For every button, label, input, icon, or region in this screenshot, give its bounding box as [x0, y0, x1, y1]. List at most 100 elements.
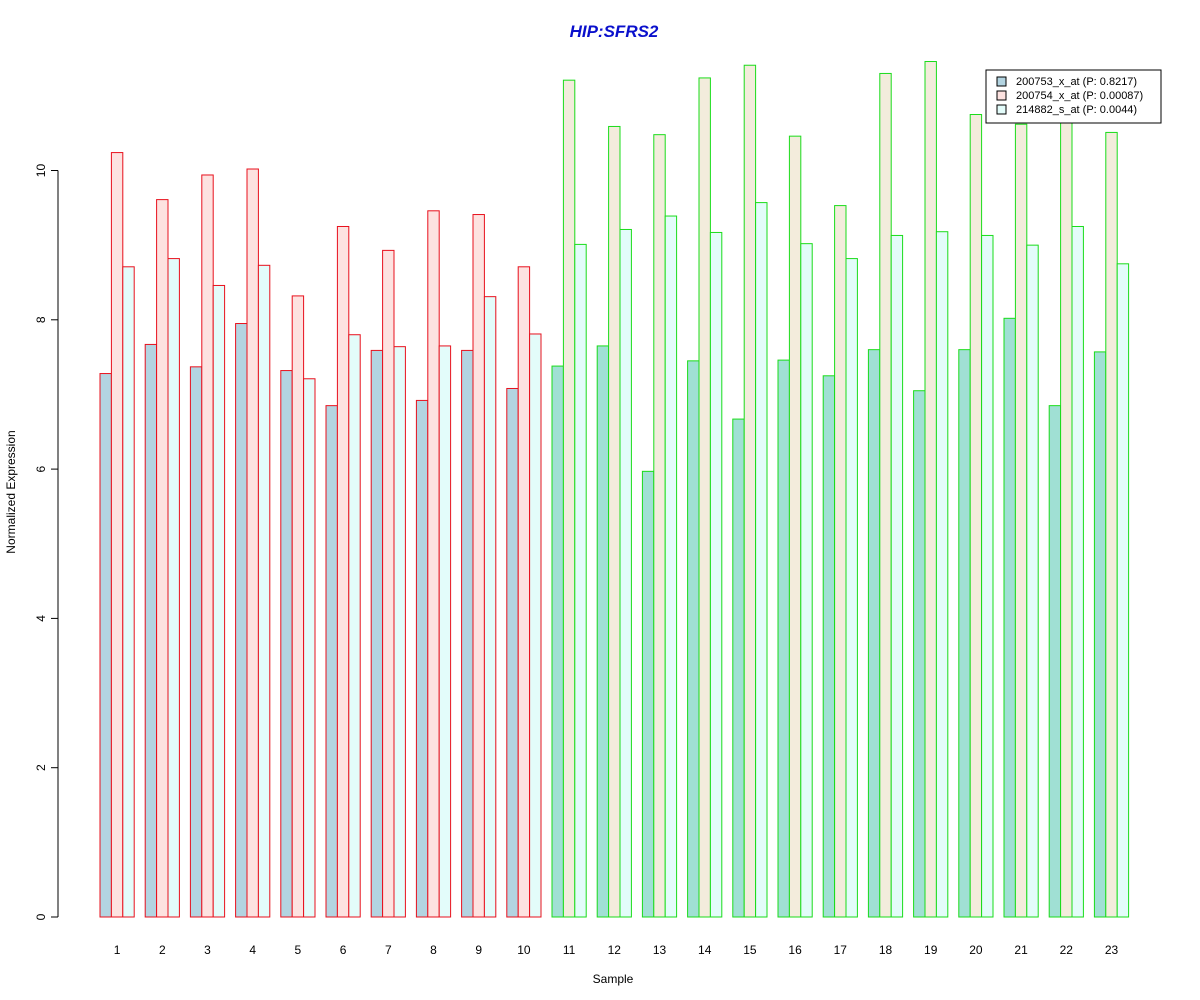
bar [212, 284, 226, 918]
bar [1003, 317, 1016, 918]
bar [845, 258, 858, 918]
bar [427, 210, 440, 918]
bar [370, 349, 384, 918]
x-tick-label: 6 [340, 943, 347, 957]
bar [257, 264, 271, 918]
bar [698, 77, 711, 918]
bar [935, 231, 949, 918]
bar [777, 359, 790, 918]
bar [393, 346, 406, 918]
bar [336, 225, 350, 918]
bar [924, 61, 937, 918]
bar [1060, 119, 1073, 918]
bar [506, 387, 519, 918]
legend-swatch [996, 90, 1007, 101]
x-tick-label: 4 [249, 943, 256, 957]
x-tick-label: 1 [114, 943, 121, 957]
x-tick-label: 16 [788, 943, 802, 957]
bar [325, 405, 338, 918]
bar [529, 333, 542, 918]
bar [1014, 123, 1028, 918]
x-tick-label: 22 [1060, 943, 1074, 957]
x-tick-label: 12 [608, 943, 622, 957]
bar [551, 365, 564, 918]
bar [167, 258, 180, 918]
bar [472, 214, 485, 918]
x-tick-label: 11 [563, 943, 576, 957]
bar [664, 215, 678, 918]
bar [867, 349, 881, 918]
bar [743, 64, 757, 918]
bar [574, 243, 587, 918]
x-tick-label: 23 [1105, 943, 1119, 957]
bar [879, 72, 892, 918]
y-axis-title: Normalized Expression [4, 430, 18, 553]
x-tick-label: 13 [653, 943, 667, 957]
x-tick-label: 10 [517, 943, 531, 957]
x-tick-label: 9 [475, 943, 482, 957]
bar [517, 266, 531, 918]
bar [483, 296, 497, 918]
bar [800, 243, 813, 918]
y-tick-label: 2 [34, 764, 48, 771]
bar [653, 134, 666, 918]
bar [562, 79, 576, 918]
bar [969, 114, 983, 918]
bar [122, 266, 135, 918]
bar [235, 323, 248, 918]
bar [1048, 405, 1062, 918]
chart-title: HIP:SFRS2 [570, 22, 659, 41]
bar [890, 234, 904, 918]
bar [382, 249, 395, 918]
bar [461, 349, 474, 918]
bar [144, 343, 158, 918]
legend-label: 200753_x_at (P: 0.8217) [1016, 76, 1137, 88]
x-tick-label: 18 [879, 943, 893, 957]
y-tick-label: 4 [34, 615, 48, 622]
bar [189, 366, 203, 918]
bar [596, 345, 610, 918]
bar [755, 202, 768, 918]
legend-label: 200754_x_at (P: 0.00087) [1016, 90, 1143, 102]
x-axis-title: Sample [593, 972, 634, 986]
bar [415, 399, 429, 918]
bar [280, 370, 293, 918]
bar [303, 378, 316, 918]
x-tick-label: 21 [1014, 943, 1028, 957]
bar [438, 345, 452, 918]
bar [1093, 351, 1107, 918]
bar [110, 152, 124, 918]
bar [709, 231, 723, 918]
y-tick-label: 8 [34, 316, 48, 323]
legend-box [985, 69, 1162, 124]
legend: 200753_x_at (P: 0.8217) 200754_x_at (P: 0… [985, 69, 1162, 124]
legend-swatch [996, 104, 1007, 115]
bar [348, 334, 361, 918]
x-tick-label: 17 [834, 943, 848, 957]
bar [913, 390, 926, 918]
bar [687, 360, 700, 918]
x-tick-labels: 1 2 3 4 5 6 7 8 9 10 11 12 13 14 15 16 17 18 19 20 21 22 23 [114, 943, 1119, 957]
bar [99, 373, 112, 918]
legend-label: 214882_s_at (P: 0.0044) [1016, 104, 1137, 116]
x-tick-label: 3 [204, 943, 211, 957]
bar [291, 295, 305, 918]
x-tick-label: 19 [924, 943, 938, 957]
bar [1026, 244, 1039, 918]
bar [788, 135, 802, 918]
bar [608, 125, 621, 918]
bar [201, 174, 214, 918]
bar [1071, 225, 1084, 918]
x-tick-label: 14 [698, 943, 712, 957]
bar [641, 470, 655, 918]
x-tick-label: 8 [430, 943, 437, 957]
bar [981, 234, 994, 918]
x-tick-label: 2 [159, 943, 166, 957]
x-tick-label: 5 [295, 943, 302, 957]
bar [958, 349, 971, 918]
y-tick-label: 6 [34, 465, 48, 472]
bar [732, 418, 745, 918]
legend-swatch [996, 76, 1007, 87]
bar [822, 375, 836, 918]
